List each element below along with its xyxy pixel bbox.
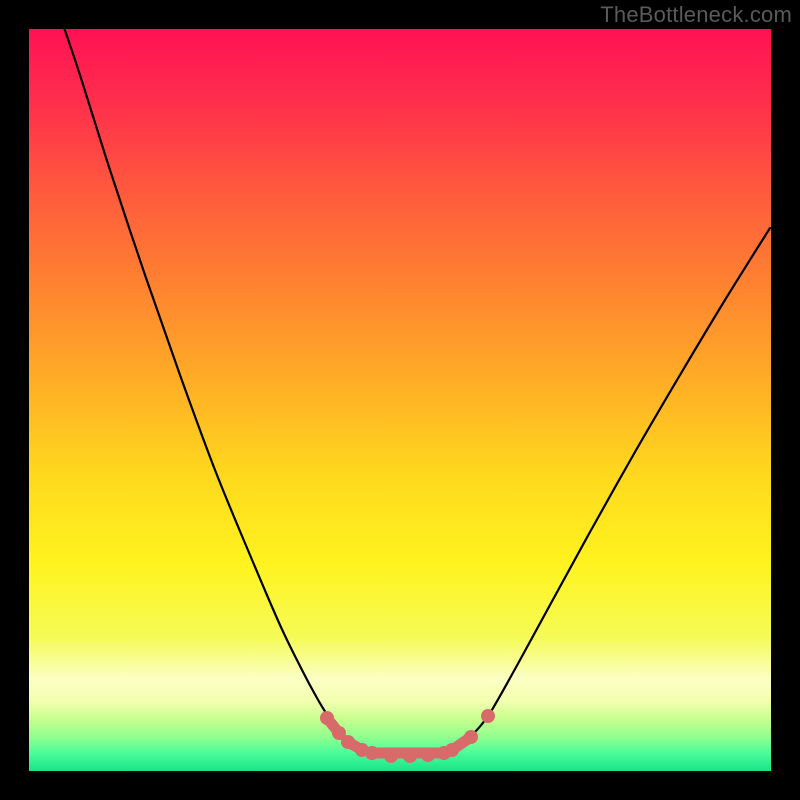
optimal-range-point	[341, 735, 355, 749]
optimal-range-point	[384, 749, 398, 763]
optimal-range-point	[320, 711, 334, 725]
optimal-range-point	[464, 730, 478, 744]
chart-container: TheBottleneck.com	[0, 0, 800, 800]
optimal-range-point	[421, 748, 435, 762]
optimal-range-point	[481, 709, 495, 723]
watermark-text: TheBottleneck.com	[600, 2, 792, 28]
optimal-range-point	[403, 749, 417, 763]
bottleneck-curve-chart	[0, 0, 800, 800]
chart-background-gradient	[29, 29, 771, 771]
optimal-range-point	[445, 743, 459, 757]
optimal-range-point	[365, 746, 379, 760]
